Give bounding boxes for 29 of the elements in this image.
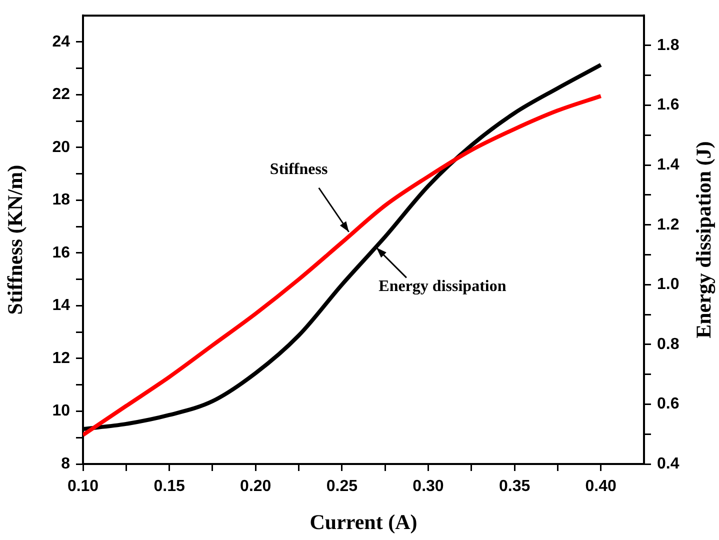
x-tick-label: 0.35 bbox=[498, 478, 530, 496]
x-axis-title: Current (A) bbox=[310, 510, 418, 534]
y-tick-label: 18 bbox=[52, 192, 70, 209]
annotation: Stiffness bbox=[270, 161, 328, 178]
y-tick-label: 14 bbox=[52, 297, 70, 314]
x-tick-label: 0.10 bbox=[67, 478, 99, 496]
y2-tick-label: 1.6 bbox=[657, 96, 680, 114]
x-tick-label: 0.20 bbox=[240, 478, 272, 496]
y-tick-label: 16 bbox=[52, 244, 70, 262]
y-axis-title: Stiffness (KN/m) bbox=[3, 164, 28, 315]
y-tick-label: 12 bbox=[52, 350, 70, 367]
y-tick-label: 10 bbox=[52, 402, 70, 420]
annotation: Energy dissipation bbox=[378, 278, 506, 295]
x-tick-label: 0.40 bbox=[585, 478, 617, 496]
y2-axis-title: Energy dissipation (J) bbox=[691, 141, 716, 338]
y2-tick-label: 0.6 bbox=[657, 396, 680, 413]
y-tick-label: 22 bbox=[52, 86, 70, 104]
x-tick-label: 0.15 bbox=[154, 478, 185, 496]
y2-tick-label: 1.8 bbox=[657, 36, 680, 54]
y2-tick-label: 0.4 bbox=[657, 455, 680, 472]
y2-tick-label: 1.0 bbox=[657, 276, 680, 294]
y2-tick-label: 0.8 bbox=[657, 336, 680, 353]
y2-tick-label: 1.2 bbox=[657, 216, 680, 234]
y2-tick-label: 1.4 bbox=[657, 156, 680, 174]
y-tick-label: 8 bbox=[61, 455, 70, 472]
y-tick-label: 20 bbox=[52, 138, 70, 156]
y-tick-label: 24 bbox=[52, 33, 70, 50]
x-tick-label: 0.30 bbox=[412, 478, 444, 496]
x-tick-label: 0.25 bbox=[326, 478, 358, 496]
